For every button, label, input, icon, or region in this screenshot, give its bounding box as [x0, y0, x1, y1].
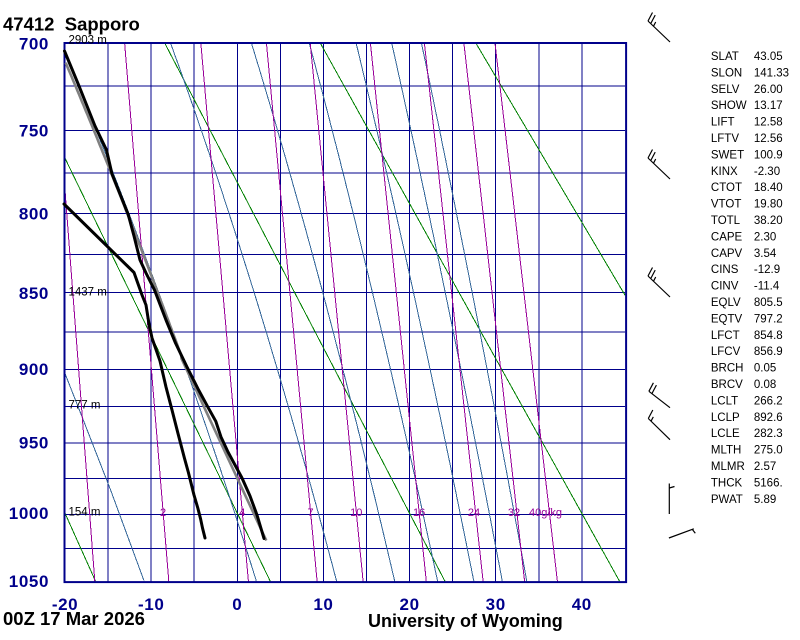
svg-text:SLAT: SLAT: [711, 51, 739, 63]
svg-text:-20: -20: [52, 595, 78, 614]
svg-text:MLTH: MLTH: [711, 445, 741, 457]
svg-text:750: 750: [19, 122, 49, 141]
svg-text:10: 10: [350, 507, 362, 519]
svg-text:THCK: THCK: [711, 477, 743, 489]
svg-text:3.54: 3.54: [754, 248, 777, 260]
svg-text:950: 950: [19, 433, 49, 452]
svg-text:CAPE: CAPE: [711, 231, 743, 243]
svg-text:141.33: 141.33: [754, 67, 789, 79]
svg-text:850: 850: [19, 284, 49, 303]
svg-text:BRCV: BRCV: [711, 379, 743, 391]
svg-text:38.20: 38.20: [754, 215, 783, 227]
svg-text:-12.9: -12.9: [754, 264, 780, 276]
svg-text:KINX: KINX: [711, 166, 738, 178]
svg-text:00Z 17 Mar 2026: 00Z 17 Mar 2026: [3, 608, 145, 629]
svg-text:900: 900: [19, 360, 49, 379]
svg-text:47412 Sapporo: 47412 Sapporo: [3, 14, 140, 35]
svg-text:PWAT: PWAT: [711, 494, 743, 506]
svg-text:CINS: CINS: [711, 264, 739, 276]
svg-text:266.2: 266.2: [754, 395, 783, 407]
svg-text:26.00: 26.00: [754, 84, 783, 96]
svg-text:40: 40: [572, 595, 592, 614]
svg-text:LIFT: LIFT: [711, 117, 735, 129]
svg-text:12.58: 12.58: [754, 117, 783, 129]
svg-text:1050: 1050: [9, 572, 49, 591]
svg-text:30: 30: [486, 595, 506, 614]
svg-text:100.9: 100.9: [754, 149, 783, 161]
svg-text:1000: 1000: [9, 504, 49, 523]
svg-text:LCLP: LCLP: [711, 412, 740, 424]
svg-text:VTOT: VTOT: [711, 199, 741, 211]
svg-text:LFCT: LFCT: [711, 330, 740, 342]
svg-text:13.17: 13.17: [754, 100, 783, 112]
svg-text:2: 2: [160, 507, 166, 519]
svg-text:SLON: SLON: [711, 67, 742, 79]
svg-text:LFTV: LFTV: [711, 133, 739, 145]
svg-text:40g/kg: 40g/kg: [529, 507, 562, 519]
svg-text:2903 m: 2903 m: [69, 34, 107, 46]
svg-text:275.0: 275.0: [754, 445, 783, 457]
svg-text:24: 24: [468, 507, 480, 519]
svg-text:TOTL: TOTL: [711, 215, 741, 227]
svg-text:LCLE: LCLE: [711, 428, 740, 440]
svg-text:700: 700: [19, 35, 49, 54]
svg-text:-10: -10: [138, 595, 164, 614]
svg-text:CINV: CINV: [711, 281, 739, 293]
svg-text:32: 32: [508, 507, 520, 519]
svg-text:20: 20: [400, 595, 420, 614]
svg-text:CAPV: CAPV: [711, 248, 743, 260]
svg-text:LCLT: LCLT: [711, 395, 738, 407]
svg-text:856.9: 856.9: [754, 346, 783, 358]
svg-text:10: 10: [313, 595, 333, 614]
svg-text:BRCH: BRCH: [711, 363, 744, 375]
svg-text:-11.4: -11.4: [754, 281, 780, 293]
svg-text:EQTV: EQTV: [711, 313, 743, 325]
svg-text:777 m: 777 m: [69, 400, 101, 412]
svg-text:EQLV: EQLV: [711, 297, 741, 309]
svg-text:892.6: 892.6: [754, 412, 783, 424]
svg-text:282.3: 282.3: [754, 428, 783, 440]
svg-text:2.30: 2.30: [754, 231, 776, 243]
svg-text:5166.: 5166.: [754, 477, 783, 489]
svg-text:16: 16: [413, 507, 425, 519]
svg-text:43.05: 43.05: [754, 51, 783, 63]
svg-text:CTOT: CTOT: [711, 182, 742, 194]
svg-text:800: 800: [19, 205, 49, 224]
svg-text:7: 7: [308, 507, 314, 519]
svg-text:0.05: 0.05: [754, 363, 776, 375]
svg-text:5.89: 5.89: [754, 494, 776, 506]
svg-text:SWET: SWET: [711, 149, 744, 161]
svg-text:MLMR: MLMR: [711, 461, 745, 473]
svg-text:1437 m: 1437 m: [69, 287, 107, 299]
svg-text:797.2: 797.2: [754, 313, 783, 325]
svg-text:2.57: 2.57: [754, 461, 776, 473]
svg-text:18.40: 18.40: [754, 182, 783, 194]
svg-text:0: 0: [232, 595, 242, 614]
svg-text:0.08: 0.08: [754, 379, 776, 391]
svg-text:154 m: 154 m: [69, 507, 101, 519]
svg-text:SHOW: SHOW: [711, 100, 747, 112]
svg-text:University of Wyoming: University of Wyoming: [368, 611, 563, 631]
svg-text:LFCV: LFCV: [711, 346, 741, 358]
svg-text:4: 4: [239, 507, 245, 519]
svg-text:SELV: SELV: [711, 84, 740, 96]
svg-text:-2.30: -2.30: [754, 166, 780, 178]
svg-text:805.5: 805.5: [754, 297, 783, 309]
svg-text:854.8: 854.8: [754, 330, 783, 342]
svg-text:19.80: 19.80: [754, 199, 783, 211]
svg-text:12.56: 12.56: [754, 133, 783, 145]
